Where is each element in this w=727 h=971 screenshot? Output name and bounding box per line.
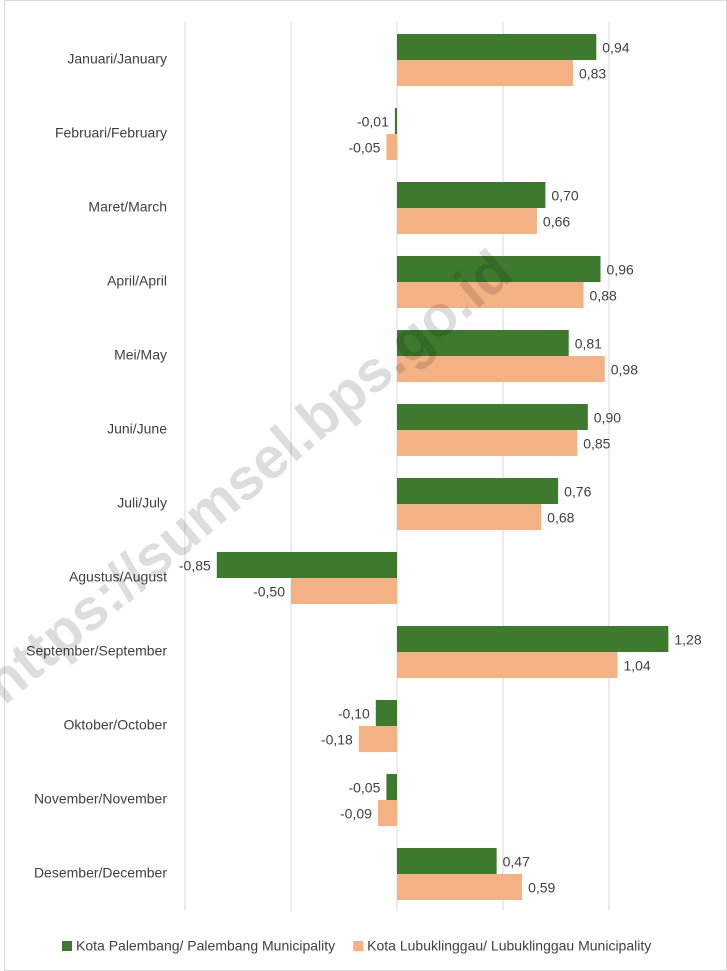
data-label: -0,05 — [348, 780, 380, 796]
data-label: 0,59 — [528, 880, 555, 896]
bar — [397, 60, 573, 86]
y-tick-label: September/September — [26, 643, 167, 659]
bar — [397, 256, 601, 282]
data-label: -0,01 — [357, 114, 389, 130]
legend-swatch — [62, 941, 72, 951]
bar — [397, 34, 597, 60]
data-label: -0,10 — [338, 706, 370, 722]
y-tick-label: Mei/May — [114, 347, 167, 363]
bar — [394, 108, 397, 134]
data-label: 0,66 — [543, 214, 570, 230]
bar — [397, 478, 559, 504]
bar — [397, 208, 537, 234]
data-label: 1,28 — [674, 632, 701, 648]
data-label: 0,68 — [547, 510, 574, 526]
bar — [386, 134, 397, 160]
data-label: -0,05 — [348, 140, 380, 156]
y-tick-label: Desember/December — [34, 865, 167, 881]
legend-swatch — [353, 941, 364, 951]
bar — [397, 430, 578, 456]
data-label: -0,09 — [340, 806, 372, 822]
data-label: 0,88 — [590, 288, 617, 304]
data-label: -0,85 — [179, 558, 211, 574]
data-label: 0,96 — [607, 262, 634, 278]
bar — [397, 404, 588, 430]
bar — [397, 626, 669, 652]
y-tick-label: Agustus/August — [69, 569, 167, 585]
data-label: 0,76 — [564, 484, 591, 500]
bar — [216, 552, 397, 578]
data-label: 0,83 — [579, 66, 606, 82]
data-label: 0,70 — [551, 188, 578, 204]
bar — [358, 726, 397, 752]
data-label: 0,94 — [602, 40, 629, 56]
bar — [397, 330, 569, 356]
y-tick-label: Oktober/October — [64, 717, 168, 733]
bar — [397, 504, 542, 530]
bar — [397, 356, 605, 382]
y-tick-label: April/April — [107, 273, 167, 289]
bar — [397, 282, 584, 308]
y-tick-label: Januari/January — [67, 51, 167, 67]
bar — [386, 774, 397, 800]
data-label: 1,04 — [623, 658, 650, 674]
y-tick-label: Februari/February — [55, 125, 167, 141]
data-label: -0,18 — [321, 732, 353, 748]
bar — [291, 578, 397, 604]
data-label: 0,98 — [611, 362, 638, 378]
bar — [397, 874, 523, 900]
bar — [397, 848, 497, 874]
data-label: 0,81 — [575, 336, 602, 352]
bar — [397, 652, 618, 678]
legend-label: Kota Palembang/ Palembang Municipality — [76, 938, 335, 954]
y-tick-label: November/November — [34, 791, 167, 807]
y-tick-label: Juli/July — [117, 495, 167, 511]
bar — [377, 800, 397, 826]
data-label: 0,85 — [583, 436, 610, 452]
bar — [397, 182, 546, 208]
y-tick-label: Maret/March — [88, 199, 167, 215]
y-tick-label: Juni/June — [107, 421, 167, 437]
bar — [375, 700, 397, 726]
data-label: 0,47 — [503, 854, 530, 870]
data-label: 0,90 — [594, 410, 621, 426]
legend-label: Kota Lubuklinggau/ Lubuklinggau Municipa… — [367, 938, 651, 954]
data-label: -0,50 — [253, 584, 285, 600]
